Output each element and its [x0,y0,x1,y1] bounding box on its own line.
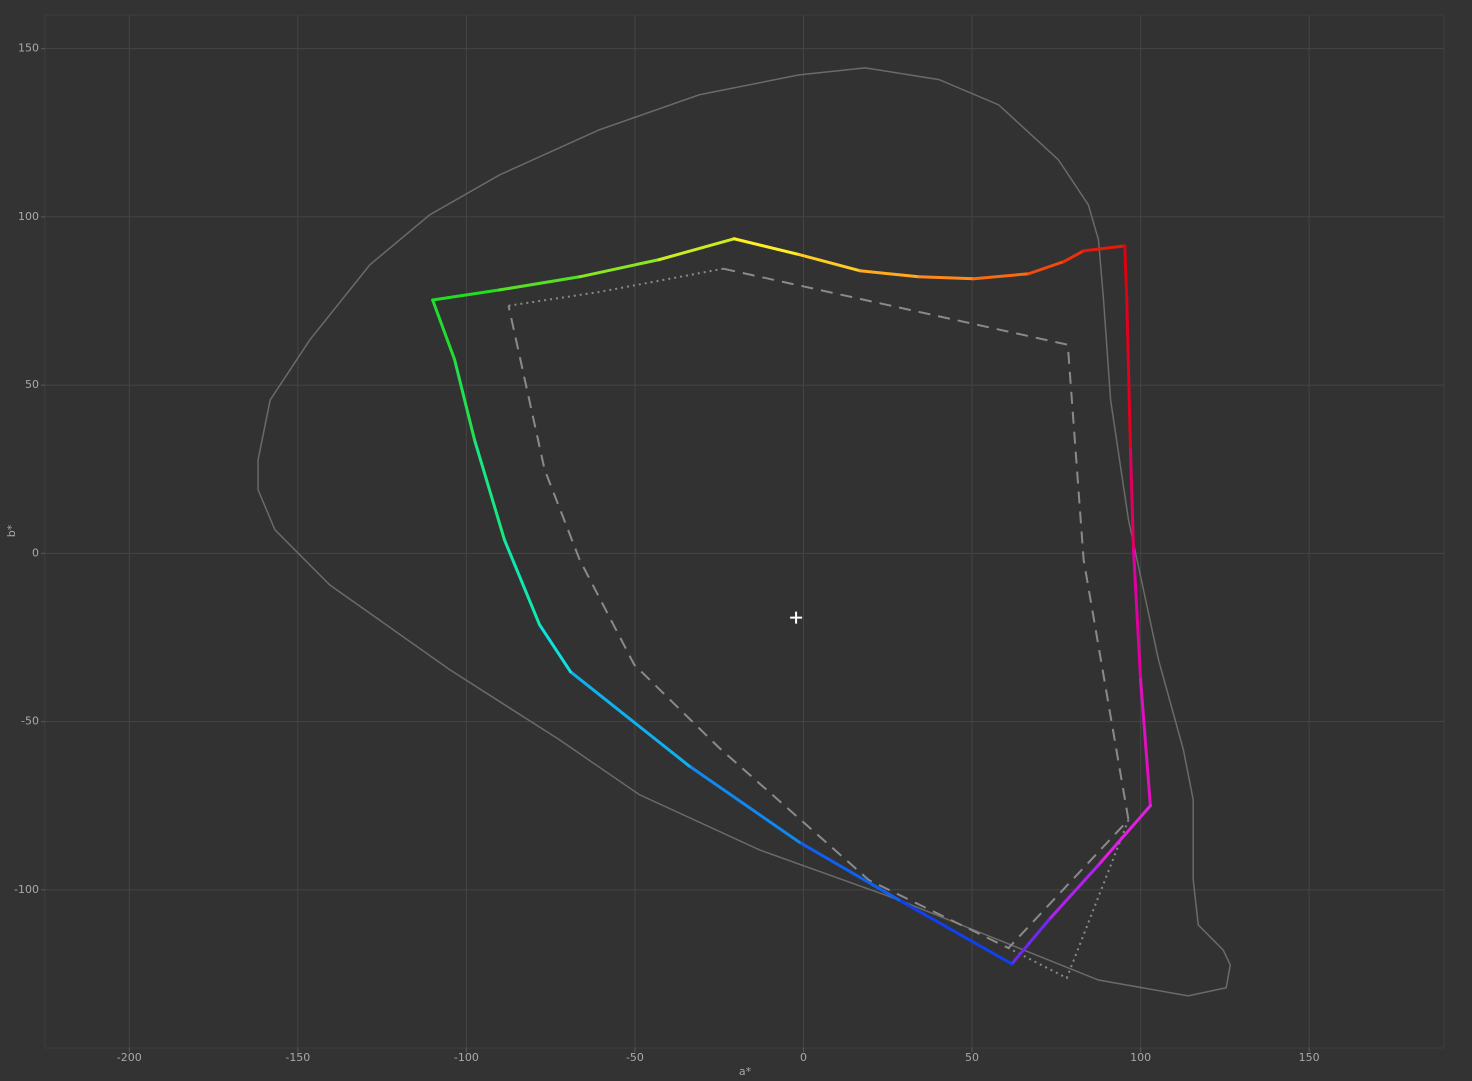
y-tick-label: 0 [32,546,39,559]
gamut-segment [1139,678,1152,808]
gamut-segment [472,438,506,542]
gamut-segment [569,670,691,768]
gamut-segment [431,288,502,302]
y-tick-label: -100 [14,883,39,896]
gamut-segment [1096,804,1152,867]
x-tick-label: -50 [626,1051,644,1064]
gamut-segment [1132,548,1143,682]
gamut-segment [538,623,573,674]
gamut-segment [858,269,921,279]
gamut-segment [732,237,801,257]
gamut-segment [1010,918,1051,966]
x-tick-label: -150 [285,1051,310,1064]
x-axis-label: a* [739,1065,752,1078]
gamut-segment [687,764,801,844]
y-axis-label: b* [5,524,18,537]
gamut-segment [431,298,457,362]
gamut-segment [1082,244,1127,253]
gamut-segment [578,258,661,279]
y-tick-label: 100 [18,210,39,223]
y-tick-label: 50 [25,378,39,391]
gamut-segment [1027,260,1066,276]
plot-area [44,14,1445,1049]
gamut-reference [507,267,1130,950]
x-tick-label: -200 [117,1051,142,1064]
gamut-segment [897,898,1014,966]
x-tick-label: 100 [1130,1051,1151,1064]
y-tick-label: 150 [18,42,39,55]
gamut-segment [1062,249,1086,264]
gamut-segment [972,272,1031,281]
gamut-segment [453,358,476,442]
x-tick-label: 50 [965,1051,979,1064]
gamut-reference [508,267,724,307]
gamut-segment [917,275,976,281]
x-tick-label: 150 [1299,1051,1320,1064]
gamut-segment [1123,244,1129,302]
white-point [790,611,803,624]
gamut-segment [498,275,582,292]
gamut-outline [257,67,1232,997]
gamut-segment [797,840,901,902]
y-tick-label: -50 [21,715,39,728]
gamut-segment [657,237,736,262]
gamut-reference [1008,819,1130,980]
gamut-segment [502,538,542,627]
x-tick-label: -100 [454,1051,479,1064]
gamut-segment [1125,298,1132,452]
gamut-segment [1047,863,1100,922]
gamut-segment [1128,448,1136,552]
gamut-segment [797,253,862,273]
x-tick-label: 0 [800,1051,807,1064]
